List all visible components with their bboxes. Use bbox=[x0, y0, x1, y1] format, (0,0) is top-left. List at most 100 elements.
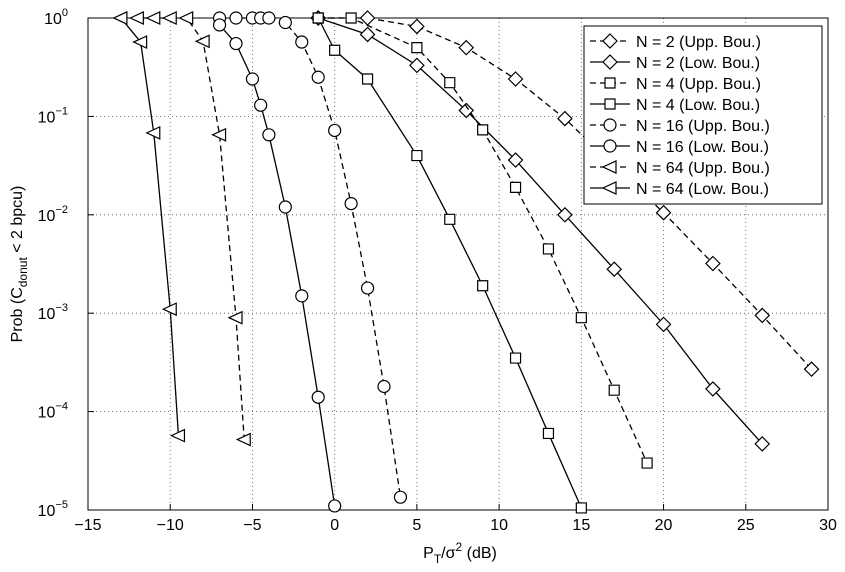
x-tick-label: −10 bbox=[157, 517, 184, 534]
y-axis-label: Prob (Cdonut < 2 bpcu) bbox=[9, 186, 30, 343]
marker bbox=[161, 11, 177, 25]
x-axis-label: PT/σ2 (dB) bbox=[423, 540, 497, 566]
x-tick-label: 30 bbox=[819, 517, 837, 534]
legend-box bbox=[583, 25, 823, 205]
legend: N = 2 (Upp. Bou.) N = 2 (Low. Bou.) N = 4 … bbox=[583, 25, 823, 205]
y-tick-label: 10−1 bbox=[38, 105, 68, 126]
y-tick-base: 10 bbox=[38, 208, 56, 225]
marker bbox=[229, 11, 243, 25]
y-tick-label: 10−2 bbox=[38, 204, 68, 225]
marker bbox=[212, 18, 227, 32]
y-tick-exponent: −3 bbox=[55, 302, 68, 314]
marker bbox=[557, 206, 573, 223]
legend-label: N = 64 (Low. Bou.) bbox=[636, 181, 769, 198]
legend-label: N = 16 (Upp. Bou.) bbox=[636, 118, 770, 135]
x-tick-label: 15 bbox=[572, 517, 590, 534]
marker bbox=[601, 181, 617, 195]
series-line bbox=[317, 17, 582, 509]
y-tick-label: 10−3 bbox=[38, 302, 68, 323]
marker bbox=[235, 432, 251, 447]
legend-label: N = 2 (Upp. Bou.) bbox=[636, 34, 761, 51]
y-tick-exponent: 0 bbox=[62, 7, 68, 19]
marker bbox=[603, 139, 617, 153]
marker bbox=[509, 181, 522, 193]
marker bbox=[444, 77, 456, 89]
marker bbox=[278, 200, 292, 214]
x-label-part: /σ bbox=[441, 545, 455, 562]
y-tick-base: 10 bbox=[38, 306, 56, 323]
marker bbox=[754, 436, 771, 452]
marker bbox=[345, 12, 357, 24]
x-label-part: 2 bbox=[455, 540, 462, 554]
marker bbox=[803, 361, 820, 378]
marker bbox=[311, 390, 325, 404]
marker bbox=[575, 312, 587, 324]
y-tick-label: 10−4 bbox=[38, 401, 68, 422]
y-tick-exponent: −2 bbox=[55, 204, 68, 216]
y-tick-base: 10 bbox=[44, 11, 62, 28]
marker bbox=[604, 98, 616, 110]
x-label-part: P bbox=[423, 545, 434, 562]
marker bbox=[603, 118, 617, 132]
marker bbox=[507, 152, 524, 168]
marker bbox=[328, 123, 342, 138]
marker bbox=[178, 11, 194, 25]
marker bbox=[359, 26, 376, 43]
marker bbox=[145, 125, 161, 140]
marker bbox=[328, 499, 342, 513]
marker bbox=[145, 11, 161, 25]
marker bbox=[194, 34, 210, 49]
y-label-part: < 2 bpcu) bbox=[9, 186, 26, 258]
marker bbox=[329, 44, 341, 56]
marker bbox=[575, 502, 587, 514]
y-label-part: donut bbox=[16, 257, 30, 288]
series-line bbox=[219, 17, 402, 498]
marker bbox=[655, 316, 672, 333]
x-tick-label: 0 bbox=[330, 517, 339, 534]
marker bbox=[458, 102, 475, 119]
marker bbox=[311, 70, 325, 84]
y-tick-exponent: −1 bbox=[55, 105, 68, 117]
marker bbox=[507, 71, 524, 87]
marker bbox=[557, 110, 573, 127]
marker bbox=[477, 280, 489, 292]
marker bbox=[655, 204, 672, 221]
marker bbox=[409, 57, 425, 74]
y-tick-exponent: −4 bbox=[55, 401, 68, 413]
y-label-part: Prob (C bbox=[9, 287, 26, 342]
series-line bbox=[318, 17, 813, 370]
marker bbox=[312, 12, 324, 24]
marker bbox=[606, 261, 623, 278]
y-tick-label: 10−5 bbox=[38, 499, 68, 520]
marker bbox=[278, 15, 292, 30]
marker bbox=[602, 33, 618, 49]
legend-label: N = 4 (Low. Bou.) bbox=[636, 97, 760, 114]
x-tick-label: 20 bbox=[655, 517, 673, 534]
marker bbox=[411, 42, 423, 54]
y-tick-base: 10 bbox=[38, 109, 56, 126]
marker bbox=[254, 98, 268, 112]
marker bbox=[542, 243, 555, 255]
marker bbox=[262, 128, 276, 142]
marker bbox=[360, 281, 375, 295]
marker bbox=[444, 213, 456, 225]
series-line bbox=[219, 24, 336, 507]
series-line bbox=[318, 17, 648, 464]
series-line bbox=[120, 17, 245, 440]
marker bbox=[641, 457, 653, 469]
y-tick-base: 10 bbox=[38, 405, 56, 422]
marker bbox=[295, 289, 309, 303]
legend-label: N = 16 (Low. Bou.) bbox=[636, 139, 769, 156]
x-tick-label: 10 bbox=[490, 517, 508, 534]
marker bbox=[132, 35, 148, 49]
marker bbox=[211, 127, 227, 142]
x-tick-label: −5 bbox=[243, 517, 261, 534]
marker bbox=[161, 302, 177, 317]
y-tick-label: 100 bbox=[44, 7, 68, 28]
marker bbox=[509, 352, 522, 364]
marker bbox=[112, 11, 128, 25]
marker bbox=[361, 73, 374, 85]
marker bbox=[409, 18, 425, 35]
marker bbox=[604, 77, 616, 89]
